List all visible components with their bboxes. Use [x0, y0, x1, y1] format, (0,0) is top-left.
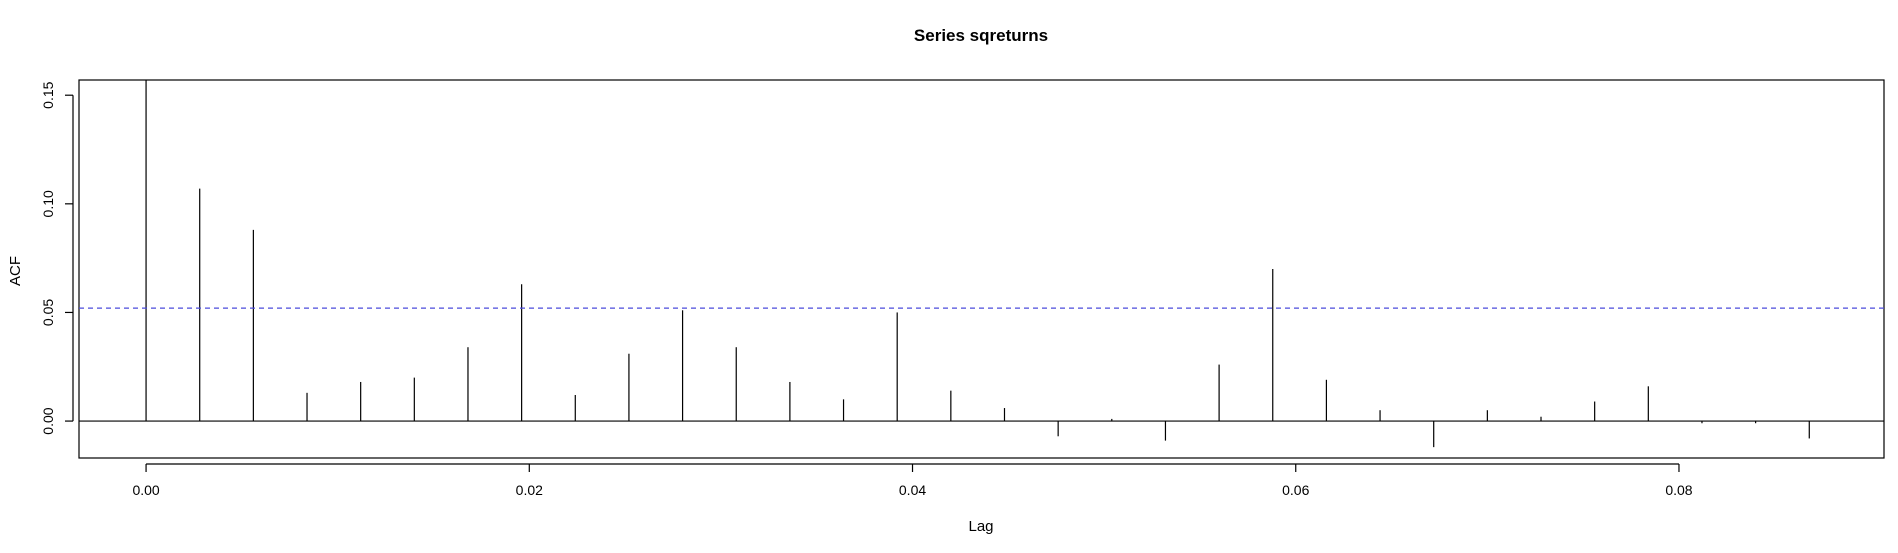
- y-tick-label: 0.05: [40, 299, 56, 326]
- x-tick-label: 0.04: [899, 482, 926, 498]
- y-axis-label: ACF: [7, 256, 24, 286]
- chart-title: Series sqreturns: [914, 26, 1048, 45]
- x-tick-label: 0.06: [1282, 482, 1309, 498]
- acf-bars: [145, 80, 1810, 448]
- plot-frame: [78, 79, 1885, 459]
- y-axis: 0.00 0.05 0.10 0.15: [40, 81, 74, 435]
- y-tick-label: 0.10: [40, 190, 56, 217]
- x-tick-label: 0.00: [132, 482, 159, 498]
- x-axis-label: Lag: [968, 518, 993, 535]
- y-tick-label: 0.00: [40, 407, 56, 434]
- x-tick-label: 0.08: [1665, 482, 1692, 498]
- x-axis: 0.00 0.02 0.04 0.06 0.08: [132, 463, 1693, 498]
- y-tick-label: 0.15: [40, 81, 56, 108]
- x-tick-label: 0.02: [516, 482, 543, 498]
